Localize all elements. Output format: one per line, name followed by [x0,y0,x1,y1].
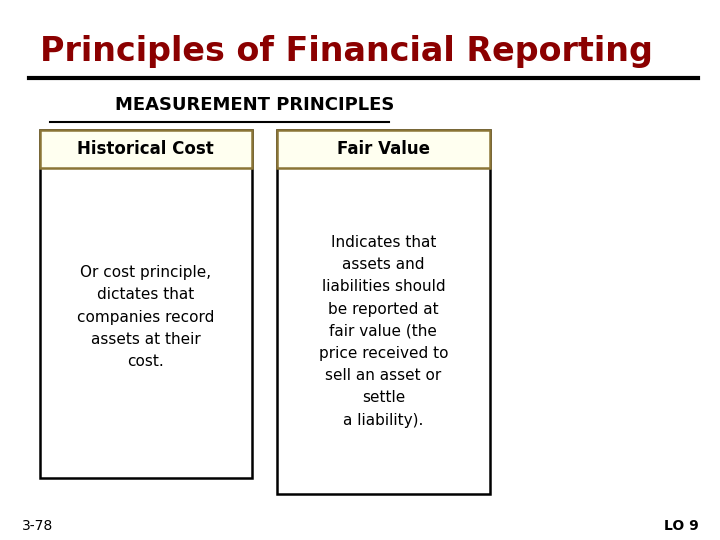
FancyBboxPatch shape [277,130,490,168]
Text: Historical Cost: Historical Cost [78,140,214,158]
Text: Or cost principle,
dictates that
companies record
assets at their
cost.: Or cost principle, dictates that compani… [77,265,215,369]
FancyBboxPatch shape [40,130,252,168]
FancyBboxPatch shape [277,130,490,494]
Text: Principles of Financial Reporting: Principles of Financial Reporting [40,35,652,68]
Text: LO 9: LO 9 [664,519,698,534]
Text: Fair Value: Fair Value [337,140,430,158]
Text: 3-78: 3-78 [22,519,53,534]
FancyBboxPatch shape [40,130,252,478]
Text: MEASUREMENT PRINCIPLES: MEASUREMENT PRINCIPLES [115,96,395,114]
Text: Indicates that
assets and
liabilities should
be reported at
fair value (the
pric: Indicates that assets and liabilities sh… [319,235,448,428]
